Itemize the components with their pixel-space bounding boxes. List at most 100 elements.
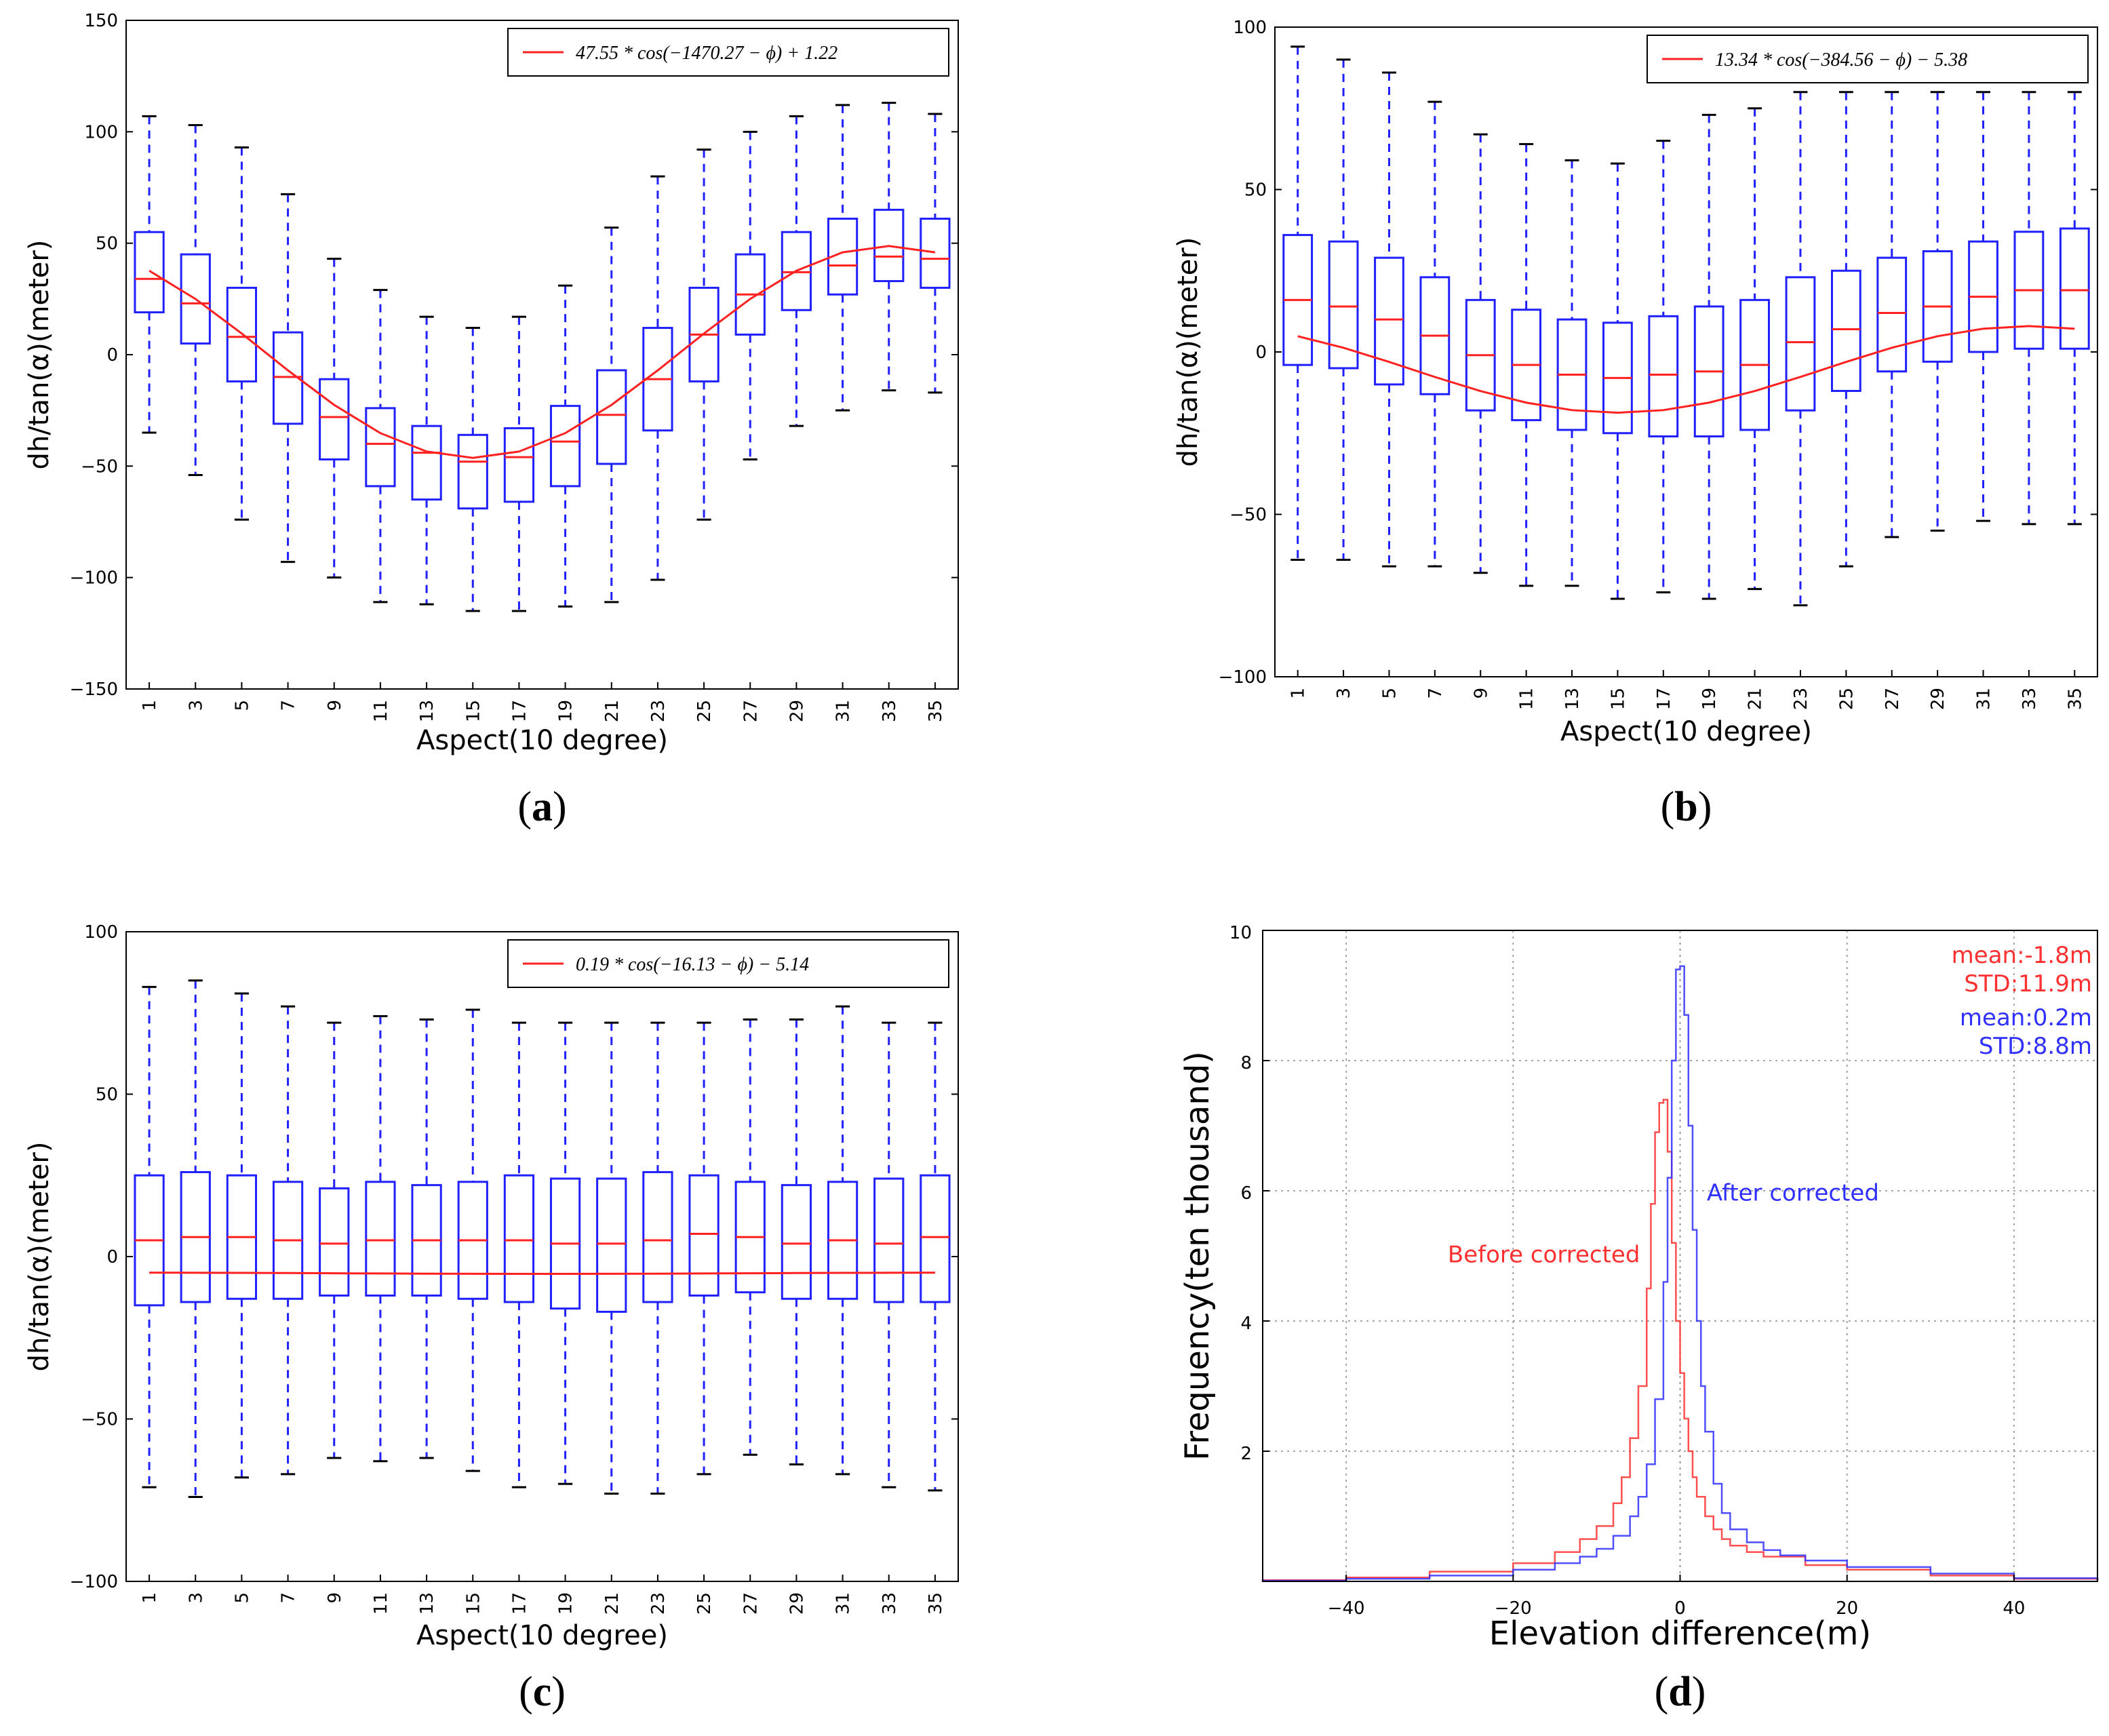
box-27 — [734, 130, 766, 460]
x-tick-label: −40 — [1328, 1598, 1365, 1619]
x-tick-label: 0 — [1674, 1598, 1686, 1619]
x-tick-label: 9 — [325, 700, 345, 711]
x-tick-label: 17 — [509, 700, 530, 722]
y-tick-label: −150 — [70, 679, 118, 700]
box-5 — [226, 146, 258, 521]
x-tick-label: 9 — [1471, 688, 1491, 699]
x-tick-label: 27 — [741, 700, 761, 722]
box-iqr — [365, 407, 396, 488]
box-1 — [134, 115, 165, 434]
x-tick-label: 1 — [1288, 688, 1309, 699]
box-29 — [1922, 91, 1953, 532]
box-35 — [920, 1021, 951, 1492]
x-tick-label: 3 — [186, 700, 206, 711]
y-tick-label: 100 — [84, 122, 118, 142]
stat-after-std: STD:8.8m — [1979, 1033, 2092, 1060]
panel-label-letter: b — [1674, 784, 1697, 830]
y-tick-label: 50 — [96, 234, 118, 254]
series-label-before: Before corrected — [1448, 1242, 1640, 1269]
box-21 — [596, 1021, 627, 1495]
box-3 — [180, 979, 211, 1498]
box-1 — [1282, 45, 1314, 561]
legend-label: 13.34 * cos(−384.56 − ϕ) − 5.38 — [1715, 50, 1967, 71]
box-iqr — [1648, 315, 1679, 438]
x-tick-label: 17 — [1654, 688, 1674, 710]
x-tick-label: 1 — [140, 1592, 160, 1604]
x-tick-label: 11 — [1517, 688, 1537, 710]
box-9 — [319, 258, 350, 579]
x-tick-label: 40 — [2003, 1598, 2025, 1619]
x-axis-label: Aspect(10 degree) — [416, 1620, 668, 1651]
box-17 — [503, 1021, 535, 1488]
x-tick-label: 7 — [279, 700, 299, 711]
box-33 — [873, 102, 905, 392]
x-tick-label: 15 — [1608, 688, 1628, 710]
fit-curve — [1297, 325, 2075, 414]
box-iqr — [873, 208, 905, 283]
y-tick-label: −50 — [81, 456, 118, 477]
box-iqr — [1876, 256, 1908, 373]
box-29 — [781, 115, 812, 427]
y-axis-label: Frequency(ten thousand) — [1179, 1051, 1217, 1461]
box-13 — [411, 315, 442, 606]
box-iqr — [827, 218, 859, 296]
panel-label-letter: c — [533, 1669, 552, 1715]
y-tick-label: 4 — [1240, 1314, 1252, 1334]
x-tick-label: 31 — [1974, 688, 1994, 710]
x-tick-label: 13 — [1562, 688, 1583, 710]
x-tick-label: 35 — [2065, 688, 2085, 710]
y-tick-label: 0 — [1255, 342, 1267, 363]
box-1 — [134, 985, 165, 1488]
box-17 — [503, 315, 535, 612]
box-iqr — [2059, 227, 2090, 350]
y-tick-label: 100 — [84, 922, 118, 943]
x-tick-label: 9 — [325, 1592, 345, 1604]
panel-label: (d) — [1655, 1669, 1706, 1715]
box-iqr — [688, 1174, 720, 1297]
x-tick-label: 20 — [1836, 1598, 1858, 1619]
x-axis-label: Elevation difference(m) — [1489, 1615, 1871, 1653]
x-tick-label: 11 — [371, 1592, 391, 1615]
box-29 — [781, 1018, 812, 1466]
box-iqr — [1785, 276, 1816, 412]
y-tick-label: 0 — [106, 345, 118, 366]
y-tick-label: 8 — [1240, 1053, 1252, 1073]
box-21 — [596, 226, 627, 604]
y-tick-label: 50 — [96, 1085, 118, 1105]
y-tick-label: 100 — [1233, 18, 1267, 38]
x-tick-label: 29 — [1928, 688, 1948, 710]
legend-box — [1647, 35, 2089, 83]
y-tick-label: 150 — [84, 11, 118, 31]
box-19 — [549, 1021, 581, 1485]
box-35 — [2059, 91, 2090, 526]
panel-label-letter: a — [532, 784, 553, 830]
y-tick-label: −50 — [81, 1410, 118, 1430]
box-19 — [549, 284, 581, 608]
y-tick-label: 6 — [1240, 1183, 1252, 1204]
x-tick-label: 11 — [371, 700, 391, 722]
y-tick-label: 0 — [106, 1247, 118, 1267]
box-13 — [1556, 159, 1588, 587]
x-tick-label: 13 — [417, 1592, 437, 1615]
box-9 — [319, 1021, 350, 1459]
hist-after-corrected — [1261, 965, 2099, 1582]
panel-label: (b) — [1661, 784, 1712, 830]
x-tick-label: 27 — [1883, 688, 1903, 710]
y-tick-label: 50 — [1244, 180, 1267, 201]
y-axis-label: dh/tan(α)(meter) — [24, 1142, 55, 1372]
box-iqr — [503, 1174, 535, 1303]
panel-d: −40 −20 00 20 40246810mean:-1.8mSTD:11.9mmea… — [1179, 923, 2099, 1715]
box-5 — [226, 992, 258, 1479]
box-11 — [365, 289, 396, 604]
box-25 — [1830, 91, 1861, 568]
box-3 — [1328, 58, 1359, 561]
y-axis-label: dh/tan(α)(meter) — [24, 240, 55, 470]
box-11 — [365, 1015, 396, 1463]
x-tick-label: 19 — [556, 700, 576, 722]
x-tick-label: 19 — [556, 1592, 576, 1615]
legend-label: 47.55 * cos(−1470.27 − ϕ) + 1.22 — [576, 43, 837, 64]
box-33 — [2013, 91, 2045, 526]
